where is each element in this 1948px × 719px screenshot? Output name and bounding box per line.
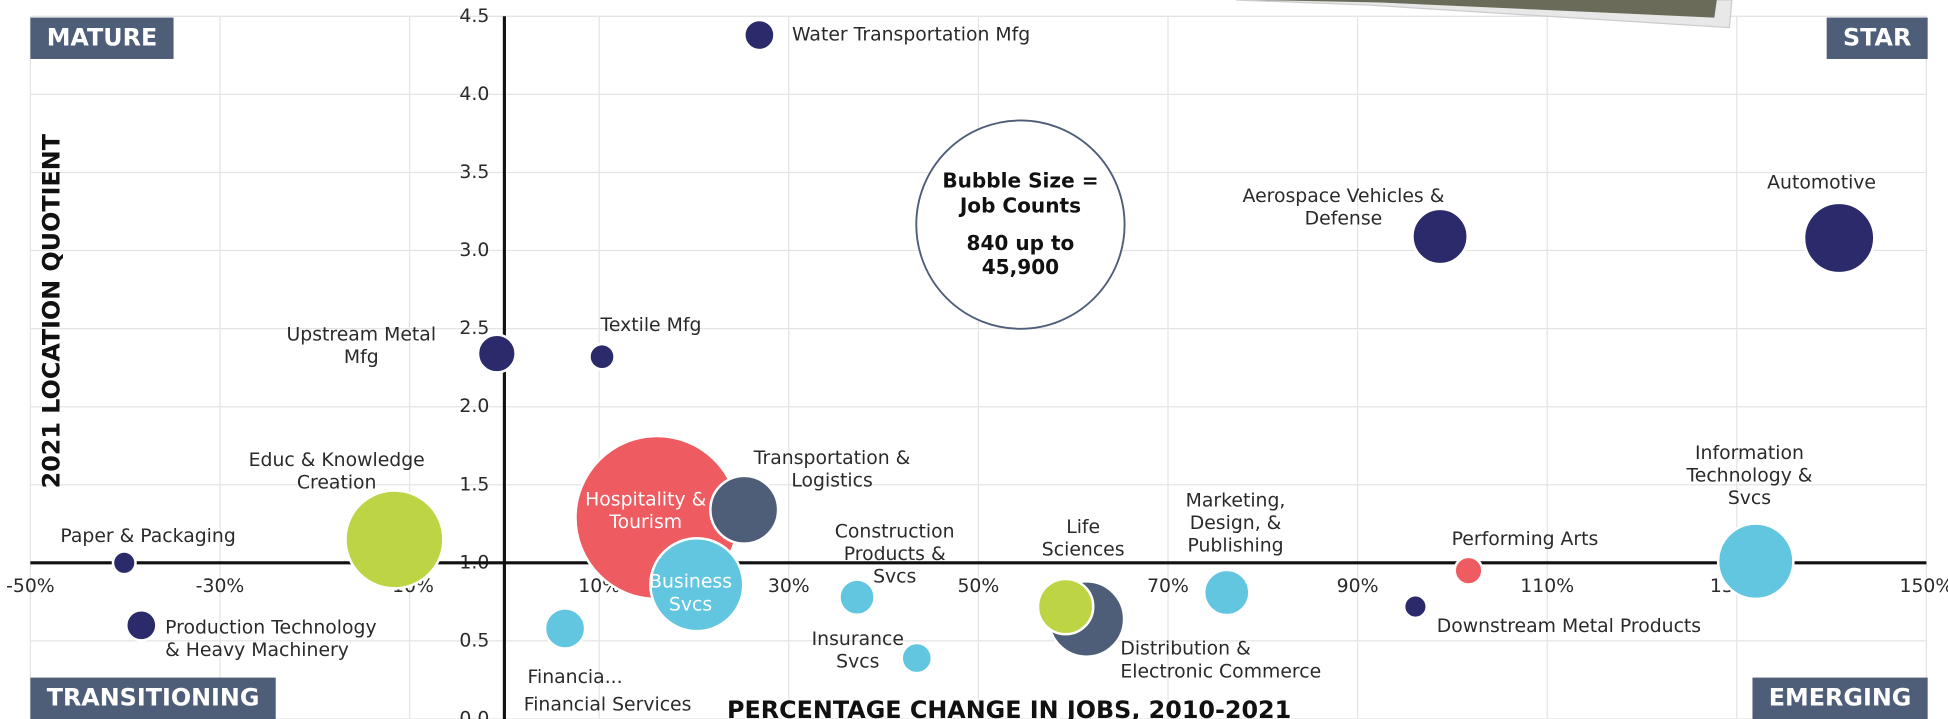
bubble — [743, 18, 776, 52]
bubble-label: Svcs — [836, 651, 879, 672]
y-tick-label: 0.0 — [459, 708, 489, 719]
x-tick-label: 150% — [1899, 576, 1948, 597]
x-tick-label: 30% — [768, 576, 810, 597]
bubble — [124, 608, 158, 642]
bubble-label: Logistics — [791, 470, 872, 491]
bubble-label: Distribution & — [1120, 639, 1251, 660]
bubble — [111, 550, 137, 576]
quadrant-text: TRANSITIONING — [47, 683, 260, 711]
bubble-label: Automotive — [1767, 172, 1876, 193]
y-tick-label: 3.5 — [459, 162, 489, 183]
bubble-label: Marketing, — [1186, 490, 1286, 511]
bubble-label: Svcs — [1728, 488, 1771, 509]
bubble — [1716, 522, 1795, 601]
bubble — [649, 537, 745, 633]
quadrant-box — [30, 17, 174, 59]
bubble — [1802, 201, 1876, 275]
bubble-label: Performing Arts — [1452, 529, 1599, 550]
marks: Water Transportation Mfg Aerospace Vehicl… — [60, 18, 1876, 688]
bubble-label: Financia... — [528, 667, 623, 688]
bubble-label: Production Technology — [165, 617, 376, 638]
bubble-label: Business — [649, 572, 732, 593]
bubble — [543, 607, 587, 650]
y-tick-label: 4.5 — [459, 6, 489, 27]
bubble-label: Defense — [1305, 208, 1383, 229]
quadrant-label: MATURE — [30, 17, 174, 59]
bubble-label: Life — [1066, 517, 1100, 538]
y-tick-label: 1.5 — [459, 474, 489, 495]
x-tick-label: 50% — [957, 576, 999, 597]
bubble-label: Textile Mfg — [600, 315, 702, 336]
bubble-label: Mfg — [344, 347, 379, 368]
bubble — [588, 342, 616, 371]
y-axis-title: 2021 LOCATION QUOTIENT — [37, 133, 65, 488]
size-legend-text: Job Counts — [958, 194, 1081, 218]
bubble-label: Transportation & — [753, 448, 911, 469]
x-tick-label: 70% — [1147, 576, 1189, 597]
quadrant-text: STAR — [1843, 23, 1911, 51]
bubble — [900, 641, 934, 675]
x-tick-label: -50% — [6, 576, 55, 597]
bubble-label: Aerospace Vehicles & — [1243, 186, 1445, 207]
bubble-label: Technology & — [1685, 465, 1812, 486]
x-tick-label: 110% — [1520, 576, 1574, 597]
quadrant-text: MATURE — [47, 23, 158, 51]
quadrant-label: EMERGING — [1752, 677, 1928, 719]
quadrant-label: TRANSITIONING — [30, 677, 276, 719]
bubble — [709, 474, 780, 545]
size-legend — [915, 119, 1126, 330]
bubble-label: Insurance — [812, 629, 904, 650]
bubble-label: Electronic Commerce — [1120, 661, 1321, 682]
bubble — [1202, 568, 1251, 617]
x-axis-title: PERCENTAGE CHANGE IN JOBS, 2010-2021 — [727, 696, 1291, 719]
annotation: Financial Services — [524, 695, 692, 716]
bubble-label: Water Transportation Mfg — [792, 25, 1030, 46]
bubble-label: Educ & Knowledge — [249, 450, 425, 471]
bubble — [344, 489, 445, 590]
size-legend-text: 840 up to — [966, 231, 1074, 255]
bubble-label: Publishing — [1187, 536, 1283, 557]
bubble — [476, 333, 517, 374]
bubble — [838, 578, 876, 617]
size-legend-text: 45,900 — [982, 255, 1059, 279]
bubble-label: Upstream Metal — [287, 324, 437, 345]
bubble-label: Construction — [835, 521, 955, 542]
quadrant-text: EMERGING — [1769, 683, 1912, 711]
bubble-label: Svcs — [873, 567, 916, 588]
quadrant-box — [1752, 677, 1928, 719]
y-tick-label: 2.5 — [459, 318, 489, 339]
y-tick-label: 4.0 — [459, 84, 489, 105]
size-legend-text: Bubble Size = — [942, 168, 1098, 192]
photo-fragment — [1255, 0, 1717, 18]
y-tick-label: 2.0 — [459, 396, 489, 417]
bubble-label: Tourism — [608, 512, 682, 533]
x-tick-label: 90% — [1337, 576, 1379, 597]
bubble — [1036, 577, 1095, 636]
bubble-label: Information — [1695, 443, 1804, 464]
bubble-label: Sciences — [1042, 540, 1125, 561]
bubble-label: Svcs — [669, 594, 712, 615]
quadrant-box — [1826, 17, 1928, 59]
grid: -50%-30%-10%10%30%50%70%90%110%130%150%0… — [6, 6, 1948, 719]
bubble — [1453, 555, 1484, 586]
bubble-label: Creation — [297, 472, 377, 493]
bubble-label: & Heavy Machinery — [165, 640, 349, 661]
bubble-label: Downstream Metal Products — [1437, 616, 1701, 637]
y-tick-label: 3.0 — [459, 240, 489, 261]
bubble-label: Paper & Packaging — [60, 526, 235, 547]
bubble-label: Hospitality & — [585, 489, 706, 510]
bubble — [1402, 594, 1428, 620]
bubble — [1411, 207, 1469, 266]
x-tick-label: -30% — [196, 576, 245, 597]
y-tick-label: 0.5 — [459, 630, 489, 651]
quadrant-box — [30, 677, 276, 719]
quadrant-label: STAR — [1826, 17, 1928, 59]
bubble-label: Products & — [844, 544, 946, 565]
bubble-label: Design, & — [1190, 513, 1282, 534]
